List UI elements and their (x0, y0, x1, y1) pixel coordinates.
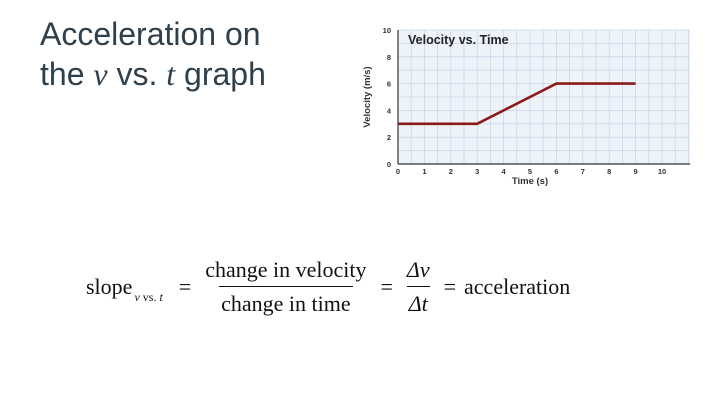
velocity-time-chart: 0 1 2 3 4 5 6 7 8 9 10 0 2 4 6 8 10 Velocity vs. Time T… (362, 26, 690, 187)
fraction-1-numerator: change in velocity (205, 257, 367, 282)
x-tick-label: 9 (634, 167, 638, 176)
y-tick-label: 4 (387, 106, 392, 115)
title-vs: vs. (107, 56, 167, 92)
equals-sign-3: = (443, 274, 457, 299)
x-tick-label: 8 (607, 167, 611, 176)
fraction-2-numerator: Δv (406, 257, 430, 282)
x-tick-label: 5 (528, 167, 532, 176)
x-tick-label: 3 (475, 167, 479, 176)
title-line-2-prefix: the (40, 56, 94, 92)
y-tick-label: 8 (387, 53, 391, 62)
subscript-vs: vs. (139, 289, 160, 304)
slide-title: Acceleration on the v vs. t graph (40, 14, 340, 94)
title-var-t: t (166, 56, 176, 92)
x-tick-label: 7 (581, 167, 585, 176)
title-line-2-suffix: graph (175, 56, 266, 92)
x-tick-labels: 0 1 2 3 4 5 6 7 8 9 10 (396, 167, 666, 176)
formula-subscript: v vs. t (134, 290, 162, 305)
x-tick-label: 1 (422, 167, 426, 176)
slope-formula: slope v vs. t = change in velocity change… (86, 252, 570, 322)
y-tick-labels: 0 2 4 6 8 10 (383, 26, 392, 169)
formula-slope-word: slope (86, 274, 133, 299)
fraction-change-velocity-over-time: change in velocity change in time (203, 257, 368, 317)
fraction-2-denominator: Δt (406, 286, 430, 317)
x-tick-label: 2 (449, 167, 453, 176)
y-axis-label: Velocity (m/s) (362, 66, 373, 127)
fraction-1-denominator: change in time (219, 286, 353, 317)
y-tick-label: 10 (383, 26, 391, 35)
equals-sign-1: = (178, 274, 192, 299)
fraction-delta-v-over-delta-t: Δv Δt (405, 257, 432, 317)
x-tick-label: 4 (502, 167, 507, 176)
equals-sign-2: = (380, 274, 393, 299)
y-tick-label: 2 (387, 133, 391, 142)
title-var-v: v (93, 56, 108, 92)
y-tick-label: 6 (387, 80, 391, 89)
x-tick-label: 0 (396, 167, 400, 176)
title-line-1: Acceleration on (40, 16, 261, 52)
y-tick-label: 0 (387, 160, 391, 169)
x-tick-label: 10 (658, 167, 666, 176)
subscript-var-v: v (134, 289, 140, 304)
series-group (398, 82, 636, 126)
subscript-var-t: t (159, 289, 163, 304)
series-line (398, 82, 636, 126)
chart-title: Velocity vs. Time (408, 33, 509, 47)
x-axis-label: Time (s) (512, 176, 548, 187)
x-tick-label: 6 (554, 167, 558, 176)
formula-result: acceleration (464, 274, 571, 299)
